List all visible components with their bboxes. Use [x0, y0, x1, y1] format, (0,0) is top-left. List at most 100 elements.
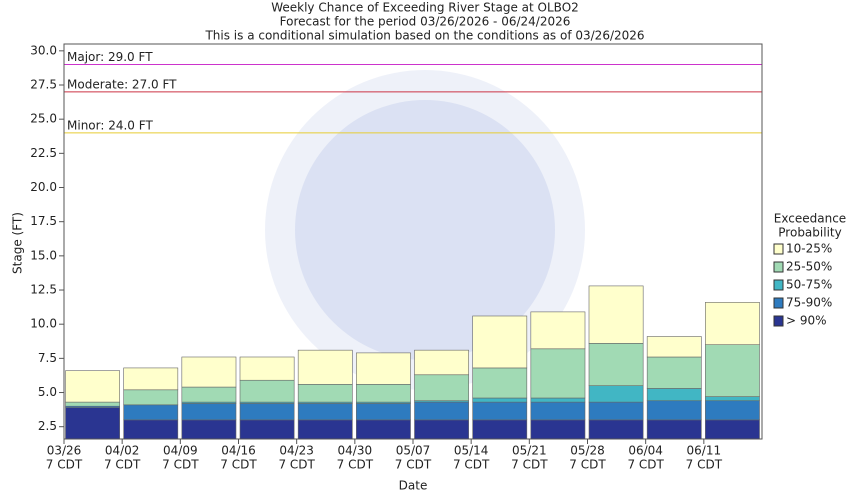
legend-swatch: [773, 243, 784, 255]
legend-title: Exceedance: [774, 212, 846, 226]
bar-segment: [181, 386, 237, 403]
bar-segment: [239, 356, 295, 381]
bar-segment: [356, 419, 411, 440]
bar-segment: [530, 401, 586, 421]
bar-segment: [123, 419, 179, 440]
bar-segment: [414, 374, 469, 402]
x-tick-sublabel: 7 CDT: [686, 458, 723, 472]
legend-swatch: [773, 279, 784, 291]
legend-title: Probability: [778, 226, 841, 240]
y-tick-label: 12.5: [30, 283, 57, 297]
x-tick-label: 04/02: [105, 444, 140, 458]
bar-segment: [530, 348, 586, 399]
x-tick-label: 06/11: [687, 444, 722, 458]
bar-segment: [472, 401, 528, 421]
bar-segment: [705, 344, 760, 397]
bar-segment: [123, 404, 179, 421]
bar-segment: [646, 388, 702, 402]
bar-segment: [297, 419, 353, 440]
x-tick-label: 03/26: [47, 444, 82, 458]
bar-segment: [356, 403, 411, 421]
x-tick-label: 05/28: [570, 444, 605, 458]
bar-segment: [123, 389, 179, 406]
x-tick-label: 05/14: [454, 444, 489, 458]
x-tick-label: 04/16: [221, 444, 256, 458]
legend-label: 75-90%: [786, 296, 832, 310]
bar-segment: [181, 356, 237, 388]
bar-segment: [472, 419, 528, 440]
chart-title: This is a conditional simulation based o…: [204, 29, 644, 43]
legend-swatch: [773, 315, 784, 327]
x-tick-sublabel: 7 CDT: [337, 458, 374, 472]
y-tick-label: 10.0: [30, 317, 57, 331]
bar-segment: [356, 384, 411, 403]
legend-label: 25-50%: [786, 260, 832, 274]
legend-label: 50-75%: [786, 278, 832, 292]
bar-segment: [705, 419, 760, 440]
bar-segment: [588, 343, 644, 386]
bar-segment: [239, 403, 295, 421]
x-tick-sublabel: 7 CDT: [569, 458, 606, 472]
y-tick-label: 20.0: [30, 180, 57, 194]
bar-segment: [588, 419, 644, 440]
y-tick-label: 25.0: [30, 112, 57, 126]
x-tick-label: 05/21: [512, 444, 547, 458]
x-tick-sublabel: 7 CDT: [104, 458, 141, 472]
legend-swatch: [773, 297, 784, 309]
legend-swatch: [773, 261, 784, 273]
x-tick-label: 04/23: [279, 444, 314, 458]
x-tick-sublabel: 7 CDT: [511, 458, 548, 472]
bar-segment: [65, 401, 120, 407]
bar-segment: [239, 419, 295, 440]
y-tick-label: 17.5: [30, 214, 57, 228]
bar-segment: [414, 401, 469, 421]
bar-segment: [588, 401, 644, 421]
bar-segment: [123, 367, 179, 391]
chart-title: Weekly Chance of Exceeding River Stage a…: [271, 1, 579, 15]
x-tick-sublabel: 7 CDT: [453, 458, 490, 472]
bar-segment: [705, 302, 760, 345]
y-tick-label: 27.5: [30, 78, 57, 92]
bar-segment: [472, 315, 528, 369]
bar-segment: [65, 407, 120, 440]
x-tick-sublabel: 7 CDT: [395, 458, 432, 472]
legend-label: 10-25%: [786, 242, 832, 256]
y-tick-label: 7.5: [38, 351, 57, 365]
x-tick-sublabel: 7 CDT: [220, 458, 257, 472]
x-axis-label: Date: [399, 479, 428, 493]
x-tick-sublabel: 7 CDT: [162, 458, 199, 472]
bar-segment: [705, 396, 760, 402]
bar-segment: [530, 397, 586, 403]
x-tick-sublabel: 7 CDT: [278, 458, 315, 472]
bar-segment: [414, 419, 469, 440]
bar-segment: [65, 370, 120, 403]
x-tick-sublabel: 7 CDT: [46, 458, 83, 472]
bar-segment: [705, 400, 760, 421]
watermark-inner: [295, 100, 555, 360]
y-tick-label: 30.0: [30, 43, 57, 57]
bar-segment: [646, 419, 702, 440]
bar-segment: [530, 419, 586, 440]
y-axis-label: Stage (FT): [11, 212, 25, 274]
y-tick-label: 5.0: [38, 385, 57, 399]
y-tick-label: 22.5: [30, 146, 57, 160]
bar-segment: [472, 367, 528, 399]
flood-label: Major: 29.0 FT: [67, 50, 153, 64]
x-tick-label: 04/09: [163, 444, 198, 458]
bar-segment: [181, 403, 237, 421]
bar-segment: [297, 349, 353, 385]
x-tick-label: 04/30: [338, 444, 373, 458]
bar-segment: [646, 356, 702, 389]
bar-segment: [646, 400, 702, 421]
bar-segment: [181, 419, 237, 440]
bar-segment: [588, 285, 644, 344]
bar-segment: [646, 336, 702, 358]
y-tick-label: 15.0: [30, 248, 57, 262]
bar-segment: [530, 311, 586, 350]
bar-segment: [297, 403, 353, 421]
x-tick-sublabel: 7 CDT: [627, 458, 664, 472]
flood-label: Moderate: 27.0 FT: [67, 77, 177, 91]
bar-segment: [472, 397, 528, 403]
x-tick-label: 05/07: [396, 444, 431, 458]
